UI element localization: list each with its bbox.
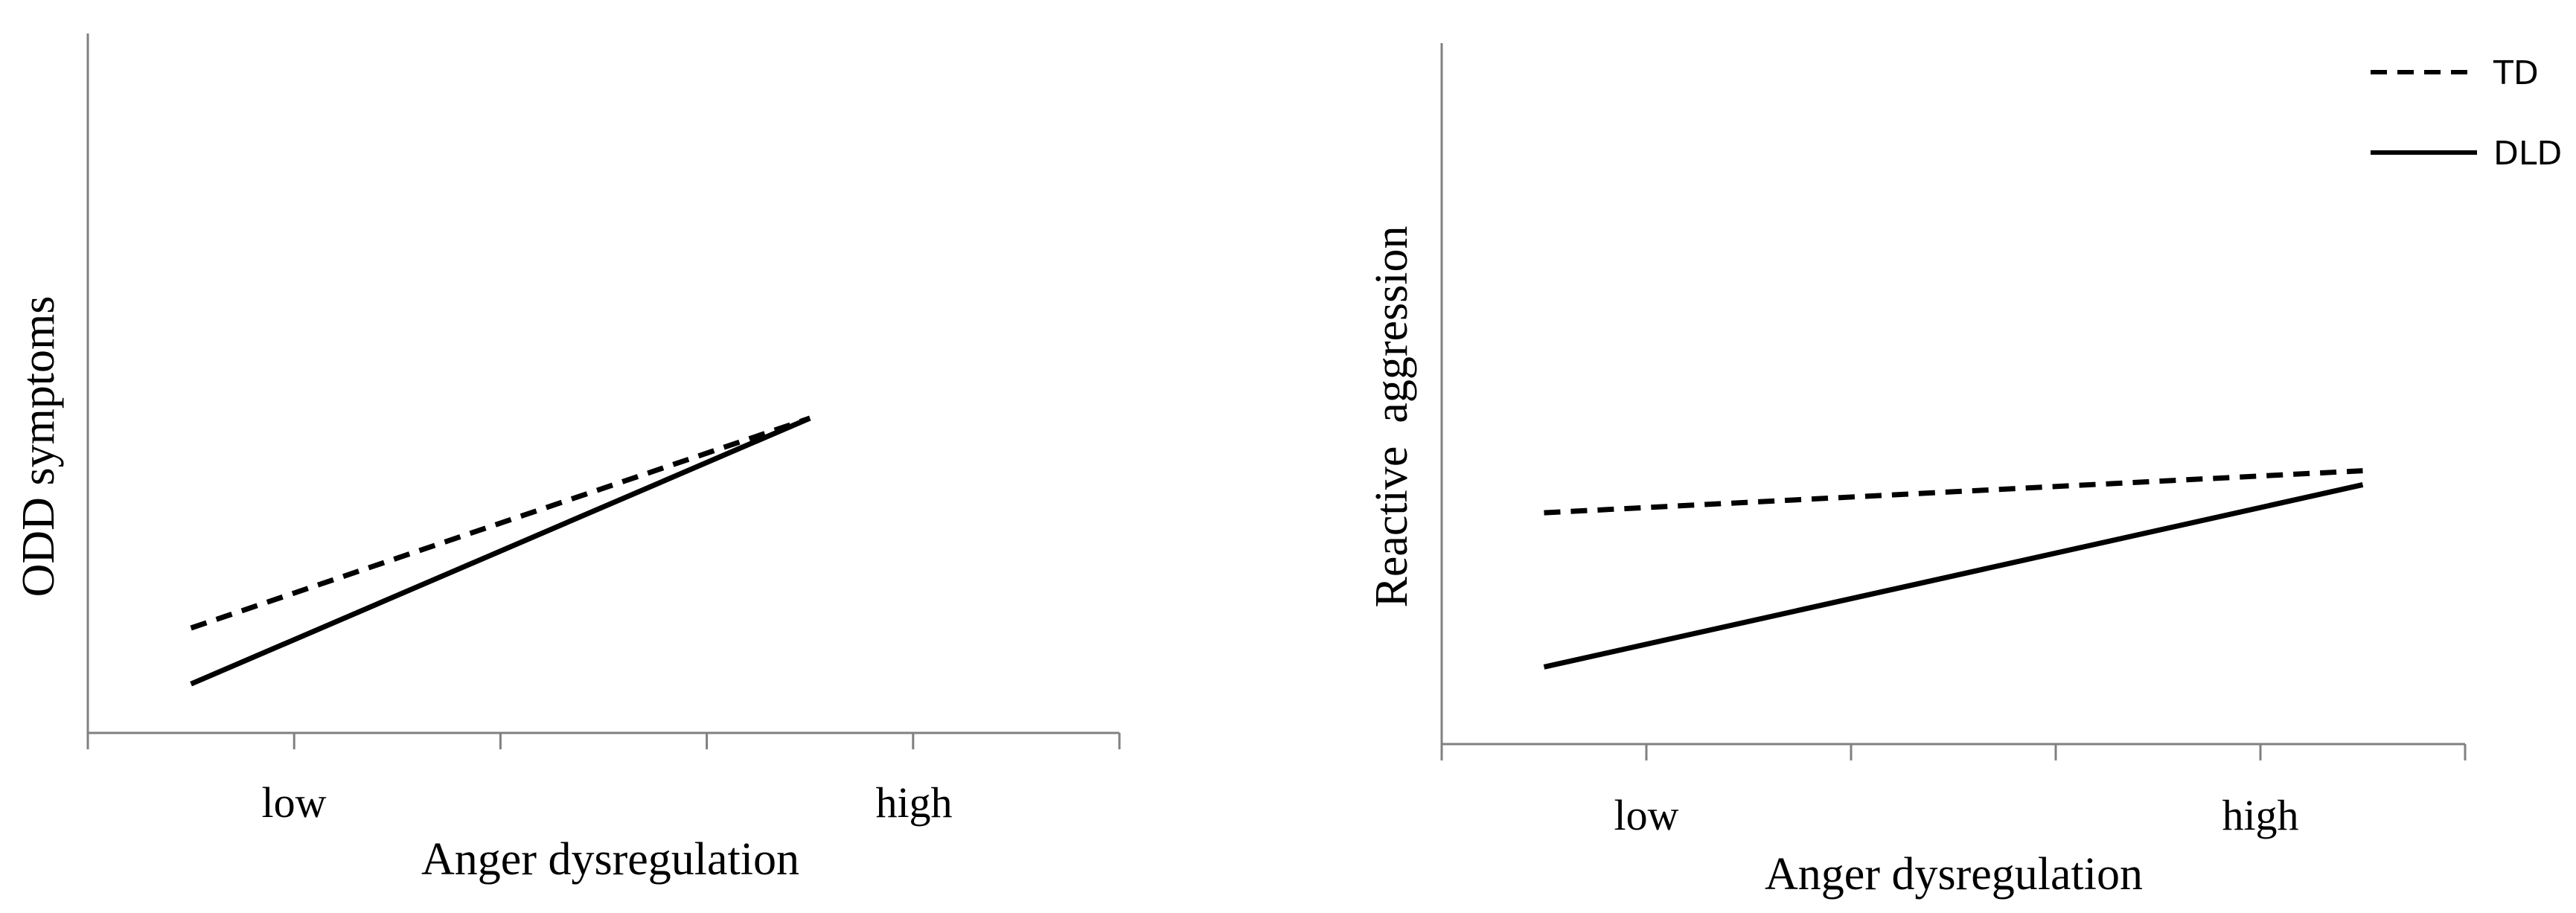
x-axis-title: Anger dysregulation [1765, 849, 2143, 900]
series-line-solid [190, 415, 811, 687]
x-axis-title: Anger dysregulation [421, 834, 799, 885]
legend-label-td: TD [2493, 54, 2539, 92]
series-line-td [1544, 468, 2363, 516]
series-line-dld [1543, 482, 2364, 670]
x-axis-ticks [86, 733, 1121, 749]
x-tick-label-low: low [262, 778, 327, 827]
plot-area [190, 415, 811, 687]
chart-odd-symptoms: low high Anger dysregulation ODD symptom… [13, 33, 1121, 885]
plot-area [1543, 468, 2364, 670]
x-tick-label-high: high [875, 778, 952, 827]
y-axis-title: Reactive aggression [1367, 225, 1417, 607]
x-tick-label-low: low [1614, 791, 1679, 839]
legend: TD DLD [2371, 54, 2562, 173]
legend-label-dld: DLD [2493, 135, 2562, 173]
chart-reactive-aggression: low high Anger dysregulation Reactive ag… [1367, 43, 2562, 900]
series-line-dashed [190, 415, 811, 631]
y-axis-title: ODD symptoms [13, 296, 64, 598]
x-axis-ticks [1440, 744, 2467, 760]
x-tick-label-high: high [2222, 791, 2298, 839]
